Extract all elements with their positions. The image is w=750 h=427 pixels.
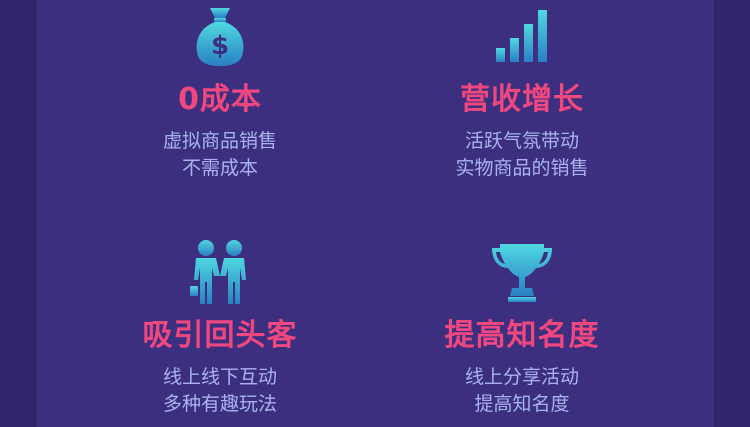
money-bag-icon: $ bbox=[196, 8, 244, 66]
feature-description-line: 不需成本 bbox=[181, 157, 258, 179]
people-handshake-icon bbox=[190, 240, 246, 304]
feature-title: 提高知名度 bbox=[444, 318, 600, 353]
feature-brand-awareness: 提高知名度 线上分享活动 提高知名度 bbox=[392, 232, 652, 418]
feature-description-line: 实物商品的销售 bbox=[455, 157, 589, 179]
features-panel bbox=[36, 0, 714, 427]
feature-title: 营收增长 bbox=[460, 82, 584, 117]
bar-chart-icon bbox=[496, 10, 547, 62]
feature-description-line: 线上分享活动 bbox=[464, 366, 579, 388]
feature-description-line: 线上线下互动 bbox=[162, 366, 277, 388]
svg-text:$: $ bbox=[211, 31, 229, 61]
feature-title: 0成本 bbox=[178, 82, 262, 117]
trophy-icon bbox=[492, 244, 552, 302]
feature-description-line: 提高知名度 bbox=[474, 393, 570, 415]
feature-title: 吸引回头客 bbox=[142, 318, 298, 353]
right-border bbox=[714, 0, 750, 427]
feature-zero-cost: $ 0成本 虚拟商品销售 不需成本 bbox=[90, 0, 350, 182]
left-border bbox=[0, 0, 36, 427]
feature-description-line: 多种有趣玩法 bbox=[162, 393, 277, 415]
feature-returning-customers: 吸引回头客 线上线下互动 多种有趣玩法 bbox=[90, 232, 350, 418]
feature-description-line: 活跃气氛带动 bbox=[464, 130, 579, 152]
feature-description-line: 虚拟商品销售 bbox=[162, 130, 277, 152]
feature-revenue-growth: 营收增长 活跃气氛带动 实物商品的销售 bbox=[392, 0, 652, 182]
